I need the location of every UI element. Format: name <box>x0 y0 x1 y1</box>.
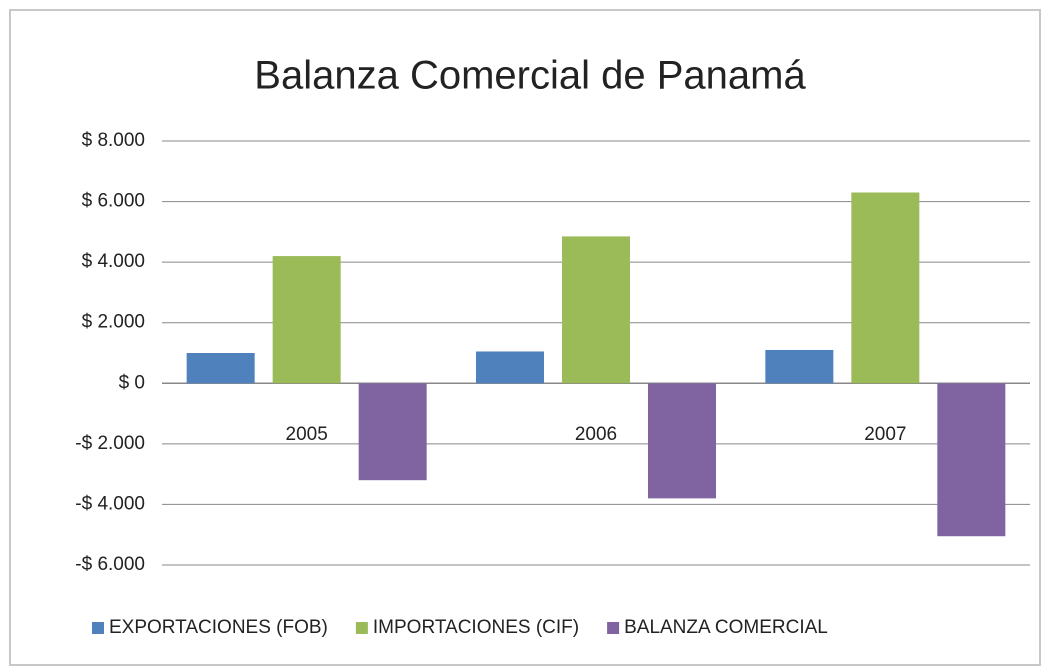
y-tick-label: $ 0 <box>119 372 145 393</box>
legend-swatch <box>355 622 368 634</box>
bar <box>476 351 544 384</box>
legend-label: BALANZA COMERCIAL <box>624 617 828 638</box>
y-tick-label: $ 6.000 <box>82 191 145 212</box>
y-tick-label: $ 4.000 <box>82 251 145 272</box>
bar <box>272 256 341 384</box>
chart-title: Balanza Comercial de Panamá <box>254 54 806 98</box>
bar <box>358 383 427 481</box>
bar <box>851 192 920 384</box>
y-tick-label: -$ 6.000 <box>75 554 145 575</box>
y-tick-label: -$ 4.000 <box>75 493 145 514</box>
y-tick-label: $ 8.000 <box>82 130 145 151</box>
x-tick-label: 2006 <box>575 424 617 445</box>
y-tick-label: -$ 2.000 <box>75 433 145 454</box>
bar <box>937 383 1006 537</box>
x-tick-label: 2007 <box>864 424 906 445</box>
bar <box>186 353 255 384</box>
bar <box>765 349 834 384</box>
bar <box>648 383 716 499</box>
bar <box>562 236 630 384</box>
legend-label: EXPORTACIONES (FOB) <box>109 617 328 638</box>
y-tick-label: $ 2.000 <box>82 312 145 333</box>
legend-swatch <box>607 622 620 634</box>
legend-swatch <box>92 622 104 634</box>
legend-label: IMPORTACIONES (CIF) <box>373 617 579 638</box>
x-tick-label: 2005 <box>286 424 328 445</box>
